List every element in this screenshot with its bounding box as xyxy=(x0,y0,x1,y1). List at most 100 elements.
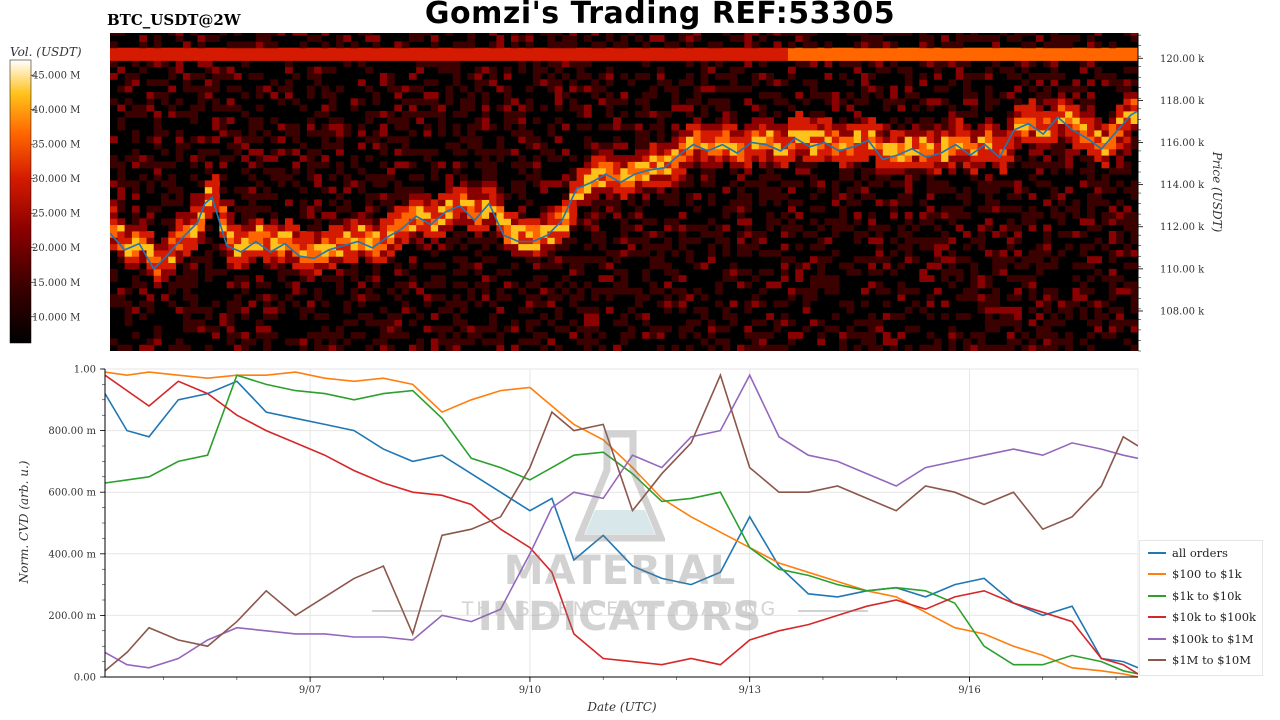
heatmap-cell xyxy=(1014,287,1022,295)
heatmap-cell xyxy=(634,54,643,61)
heatmap-cell xyxy=(365,212,373,219)
heatmap-cell xyxy=(168,268,177,276)
heatmap-cell xyxy=(226,319,235,327)
heatmap-cell xyxy=(525,218,534,226)
heatmap-cell xyxy=(182,85,191,93)
heatmap-cell xyxy=(212,325,220,333)
heatmap-cell xyxy=(875,180,884,188)
heatmap-cell xyxy=(481,294,490,301)
heatmap-cell xyxy=(299,33,308,36)
heatmap-cell xyxy=(438,205,446,213)
page-title: Gomzi's Trading REF:53305 xyxy=(424,0,896,31)
heatmap-cell xyxy=(649,287,658,295)
heatmap-cell xyxy=(379,129,388,137)
heatmap-cell xyxy=(562,41,570,49)
heatmap-cell xyxy=(139,47,147,55)
heatmap-cell xyxy=(861,33,869,36)
heatmap-cell xyxy=(525,104,534,112)
heatmap-cell xyxy=(438,218,446,226)
heatmap-cell xyxy=(861,332,869,339)
heatmap-cell xyxy=(853,98,862,106)
heatmap-cell xyxy=(992,256,1000,263)
heatmap-cell xyxy=(1014,294,1022,301)
heatmap-cell xyxy=(882,287,891,295)
heatmap-cell xyxy=(999,167,1008,175)
heatmap-cell xyxy=(1130,287,1138,295)
heatmap-cell xyxy=(248,148,257,156)
heatmap-cell xyxy=(1035,136,1044,143)
heatmap-cell xyxy=(292,180,301,188)
heatmap-cell xyxy=(124,110,133,118)
heatmap-cell xyxy=(379,231,388,238)
heatmap-cell xyxy=(605,262,614,270)
heatmap-cell xyxy=(401,142,410,150)
heatmap-cell xyxy=(605,180,614,188)
heatmap-cell xyxy=(408,256,417,263)
heatmap-cell xyxy=(496,85,505,93)
heatmap-cell xyxy=(1006,92,1015,99)
heatmap-cell xyxy=(1006,205,1015,213)
heatmap-cell xyxy=(175,306,184,314)
heatmap-cell xyxy=(686,325,694,333)
heatmap-cell xyxy=(365,85,373,93)
heatmap-cell xyxy=(861,319,869,327)
heatmap-cell xyxy=(408,212,417,219)
heatmap-cell xyxy=(984,249,993,257)
heatmap-cell xyxy=(336,117,344,124)
heatmap-cell xyxy=(686,249,694,257)
heatmap-cell xyxy=(955,332,964,339)
heatmap-cell xyxy=(707,332,716,339)
heatmap-cell xyxy=(1065,41,1073,49)
heatmap-cell xyxy=(430,148,439,156)
heatmap-cell xyxy=(664,237,672,245)
heatmap-cell xyxy=(452,148,461,156)
heatmap-cell xyxy=(824,117,833,124)
heatmap-cell xyxy=(562,148,570,156)
heatmap-cell xyxy=(948,148,957,156)
heatmap-cell xyxy=(204,66,213,74)
heatmap-cell xyxy=(1101,313,1110,320)
heatmap-cell xyxy=(357,313,366,320)
heatmap-cell xyxy=(977,180,986,188)
heatmap-cell xyxy=(926,136,935,143)
heatmap-cell xyxy=(146,256,155,263)
heatmap-cell xyxy=(1108,306,1117,314)
heatmap-cell xyxy=(853,123,862,131)
heatmap-cell xyxy=(1057,35,1066,42)
heatmap-cell xyxy=(285,256,293,263)
heatmap-cell xyxy=(1065,161,1073,169)
heatmap-cell xyxy=(204,47,213,55)
heatmap-cell xyxy=(941,231,949,238)
heatmap-cell xyxy=(379,306,388,314)
heatmap-cell xyxy=(613,268,621,276)
heatmap-cell xyxy=(634,287,643,295)
heatmap-cell xyxy=(933,338,942,346)
heatmap-cell xyxy=(1043,243,1051,251)
heatmap-cell xyxy=(357,281,366,289)
heatmap-cell xyxy=(562,35,570,42)
heatmap-cell xyxy=(627,332,636,339)
heatmap-cell xyxy=(1057,104,1066,112)
heatmap-cell xyxy=(1101,199,1110,207)
heatmap-cell xyxy=(394,161,403,169)
heatmap-cell xyxy=(948,136,957,143)
heatmap-cell xyxy=(1014,47,1022,55)
heatmap-cell xyxy=(693,123,702,131)
heatmap-cell xyxy=(963,54,971,61)
legend-item: $100k to $1M xyxy=(1148,629,1262,649)
heatmap-cell xyxy=(518,193,527,200)
heatmap-cell xyxy=(999,54,1008,61)
heatmap-cell xyxy=(226,129,235,137)
heatmap-cell xyxy=(970,73,979,80)
heatmap-cell xyxy=(634,205,643,213)
heatmap-cell xyxy=(416,33,424,36)
heatmap-cell xyxy=(977,281,986,289)
heatmap-cell xyxy=(343,231,352,238)
heatmap-cell xyxy=(226,155,235,162)
heatmap-cell xyxy=(897,167,906,175)
series-line xyxy=(105,371,1138,677)
heatmap-cell xyxy=(868,117,876,124)
heatmap-cell xyxy=(671,193,680,200)
heatmap-cell xyxy=(766,47,774,55)
heatmap-cell xyxy=(882,256,891,263)
